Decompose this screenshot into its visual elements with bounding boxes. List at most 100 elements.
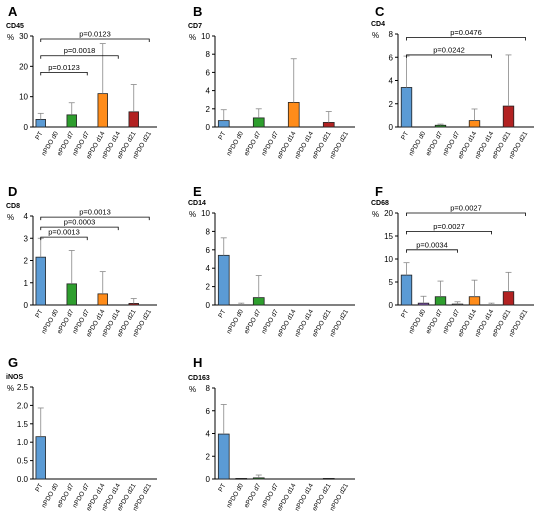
y-tick-label: 8: [389, 30, 394, 39]
p-value-label: p=0.0034: [416, 240, 448, 249]
y-tick-label: 8: [206, 227, 211, 236]
significance-bracket: [40, 236, 88, 241]
x-tick-label: PT: [217, 482, 227, 493]
y-tick-label: 2: [206, 283, 211, 292]
x-tick-label: ePDO d7: [243, 130, 263, 157]
bar-epdo-d7: [252, 297, 265, 306]
y-axis-label: %: [7, 33, 14, 42]
panel-title: CD4: [371, 21, 385, 28]
x-tick-label: PT: [217, 130, 227, 141]
bar-pt: [35, 119, 46, 128]
x-tick-label: nPDO d7: [261, 482, 281, 509]
x-tick-label: nPDO d0: [226, 482, 246, 509]
significance-bracket: [40, 216, 150, 221]
x-tick-label: nPDO d0: [226, 308, 246, 335]
y-axis-label: %: [372, 210, 379, 219]
y-axis-label: %: [7, 213, 14, 222]
y-tick-label: 0: [389, 301, 394, 310]
y-tick-label: 0.0: [17, 475, 29, 484]
y-tick-label: 4: [206, 264, 211, 273]
x-tick-label: ePDO d7: [243, 308, 263, 335]
p-value-label: p=0.0003: [64, 218, 96, 227]
bar-pt: [35, 436, 46, 480]
significance-bracket: [40, 72, 88, 76]
y-tick-label: 0.5: [17, 457, 29, 466]
significance-bracket: [406, 37, 526, 41]
y-tick-label: 0: [24, 123, 29, 132]
significance-bracket: [406, 212, 526, 216]
y-tick-label: 6: [206, 407, 211, 416]
y-tick-label: 10: [19, 93, 28, 102]
y-tick-label: 2: [206, 105, 211, 114]
bar-epdo-d21: [322, 122, 335, 128]
panel-letter: F: [375, 184, 383, 199]
y-axis-label: %: [189, 33, 196, 42]
y-tick-label: 2: [389, 100, 394, 109]
y-tick-label: 1.5: [17, 420, 29, 429]
bar-pt: [217, 433, 230, 480]
x-tick-label: nPDO d7: [261, 130, 281, 157]
panel-title: CD45: [6, 23, 24, 30]
y-tick-label: 20: [384, 209, 393, 218]
bar-epdo-d7: [434, 296, 447, 306]
significance-bracket: [40, 38, 150, 43]
y-tick-label: 2.5: [17, 383, 29, 392]
y-axis-label: %: [189, 210, 196, 219]
bar-pt: [35, 256, 46, 306]
y-tick-label: 3: [24, 234, 29, 243]
y-tick-label: 8: [206, 384, 211, 393]
x-tick-label: ePDO d7: [243, 482, 263, 509]
y-tick-label: 2: [206, 452, 211, 461]
y-tick-label: 10: [384, 255, 393, 264]
y-tick-label: 0: [206, 123, 211, 132]
bar-npdo-d7: [451, 303, 464, 306]
panel-title: CD14: [188, 200, 206, 207]
bar-epdo-d14: [468, 296, 481, 306]
significance-bracket: [406, 231, 492, 235]
y-tick-label: 0: [389, 123, 394, 132]
significance-bracket: [40, 226, 119, 231]
panel-letter: C: [375, 4, 385, 19]
panel-title: CD68: [371, 200, 389, 207]
panel-title: CD8: [6, 203, 20, 210]
y-tick-label: 15: [384, 232, 393, 241]
x-tick-label: PT: [217, 308, 227, 319]
y-tick-label: 8: [206, 50, 211, 59]
panel-letter: H: [193, 355, 202, 370]
panel-title: CD163: [188, 375, 210, 382]
x-tick-label: PT: [34, 130, 44, 141]
y-tick-label: 4: [24, 212, 29, 221]
panel-letter: D: [8, 184, 17, 199]
y-tick-label: 1.0: [17, 438, 29, 447]
bar-epdo-d21: [502, 291, 515, 306]
p-value-label: p=0.0242: [433, 45, 465, 54]
panel-letter: B: [193, 4, 202, 19]
y-tick-label: 6: [206, 68, 211, 77]
bar-pt: [400, 87, 413, 128]
p-value-label: p=0.0123: [79, 30, 111, 39]
y-axis-label: %: [189, 385, 196, 394]
y-tick-label: 2: [24, 257, 29, 266]
bar-epdo-d7: [252, 477, 265, 480]
p-value-label: p=0.0476: [450, 28, 482, 37]
bar-npdo-d0: [417, 302, 430, 306]
y-tick-label: 6: [206, 246, 211, 255]
panel-letter: E: [193, 184, 202, 199]
significance-bracket: [406, 54, 492, 58]
panel-title: CD7: [188, 23, 202, 30]
x-tick-label: nPDO d0: [226, 130, 246, 157]
bar-epdo-d7: [252, 117, 265, 128]
bar-epdo-d7: [66, 114, 77, 128]
bar-epdo-d14: [97, 93, 108, 128]
bar-epdo-d14: [97, 293, 108, 306]
y-tick-label: 0: [206, 301, 211, 310]
y-tick-label: 10: [201, 209, 210, 218]
bar-epdo-d21: [322, 478, 335, 480]
significance-bracket: [406, 249, 458, 253]
y-tick-label: 1: [24, 279, 29, 288]
x-tick-label: PT: [400, 130, 410, 141]
